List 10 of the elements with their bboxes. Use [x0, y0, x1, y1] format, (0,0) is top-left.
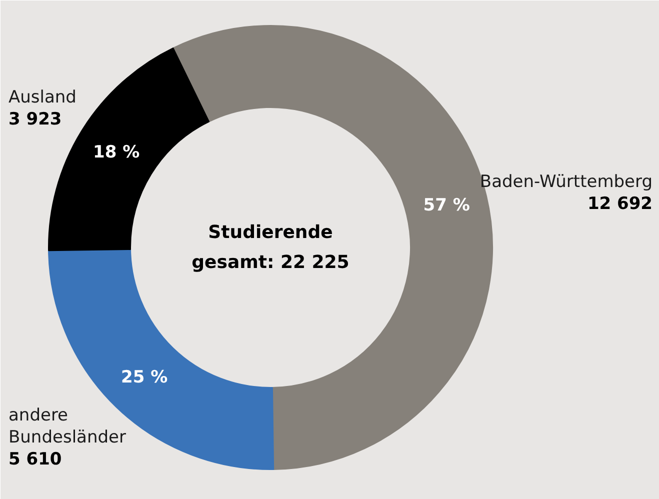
- text: 12 692: [587, 194, 652, 214]
- slice-label: Ausland: [8, 88, 76, 108]
- text: 5 610: [8, 449, 62, 470]
- text: Studierende gesamt: 22 225: [192, 222, 350, 273]
- data-label: 57 %: [423, 196, 470, 216]
- text: 3 923: [8, 110, 62, 130]
- data-label: 18 %: [93, 142, 140, 163]
- slice-label: Baden-Württemberg: [480, 172, 653, 192]
- data-label: 25 %: [121, 367, 168, 388]
- slice-label: andere Bundesländer: [8, 405, 126, 448]
